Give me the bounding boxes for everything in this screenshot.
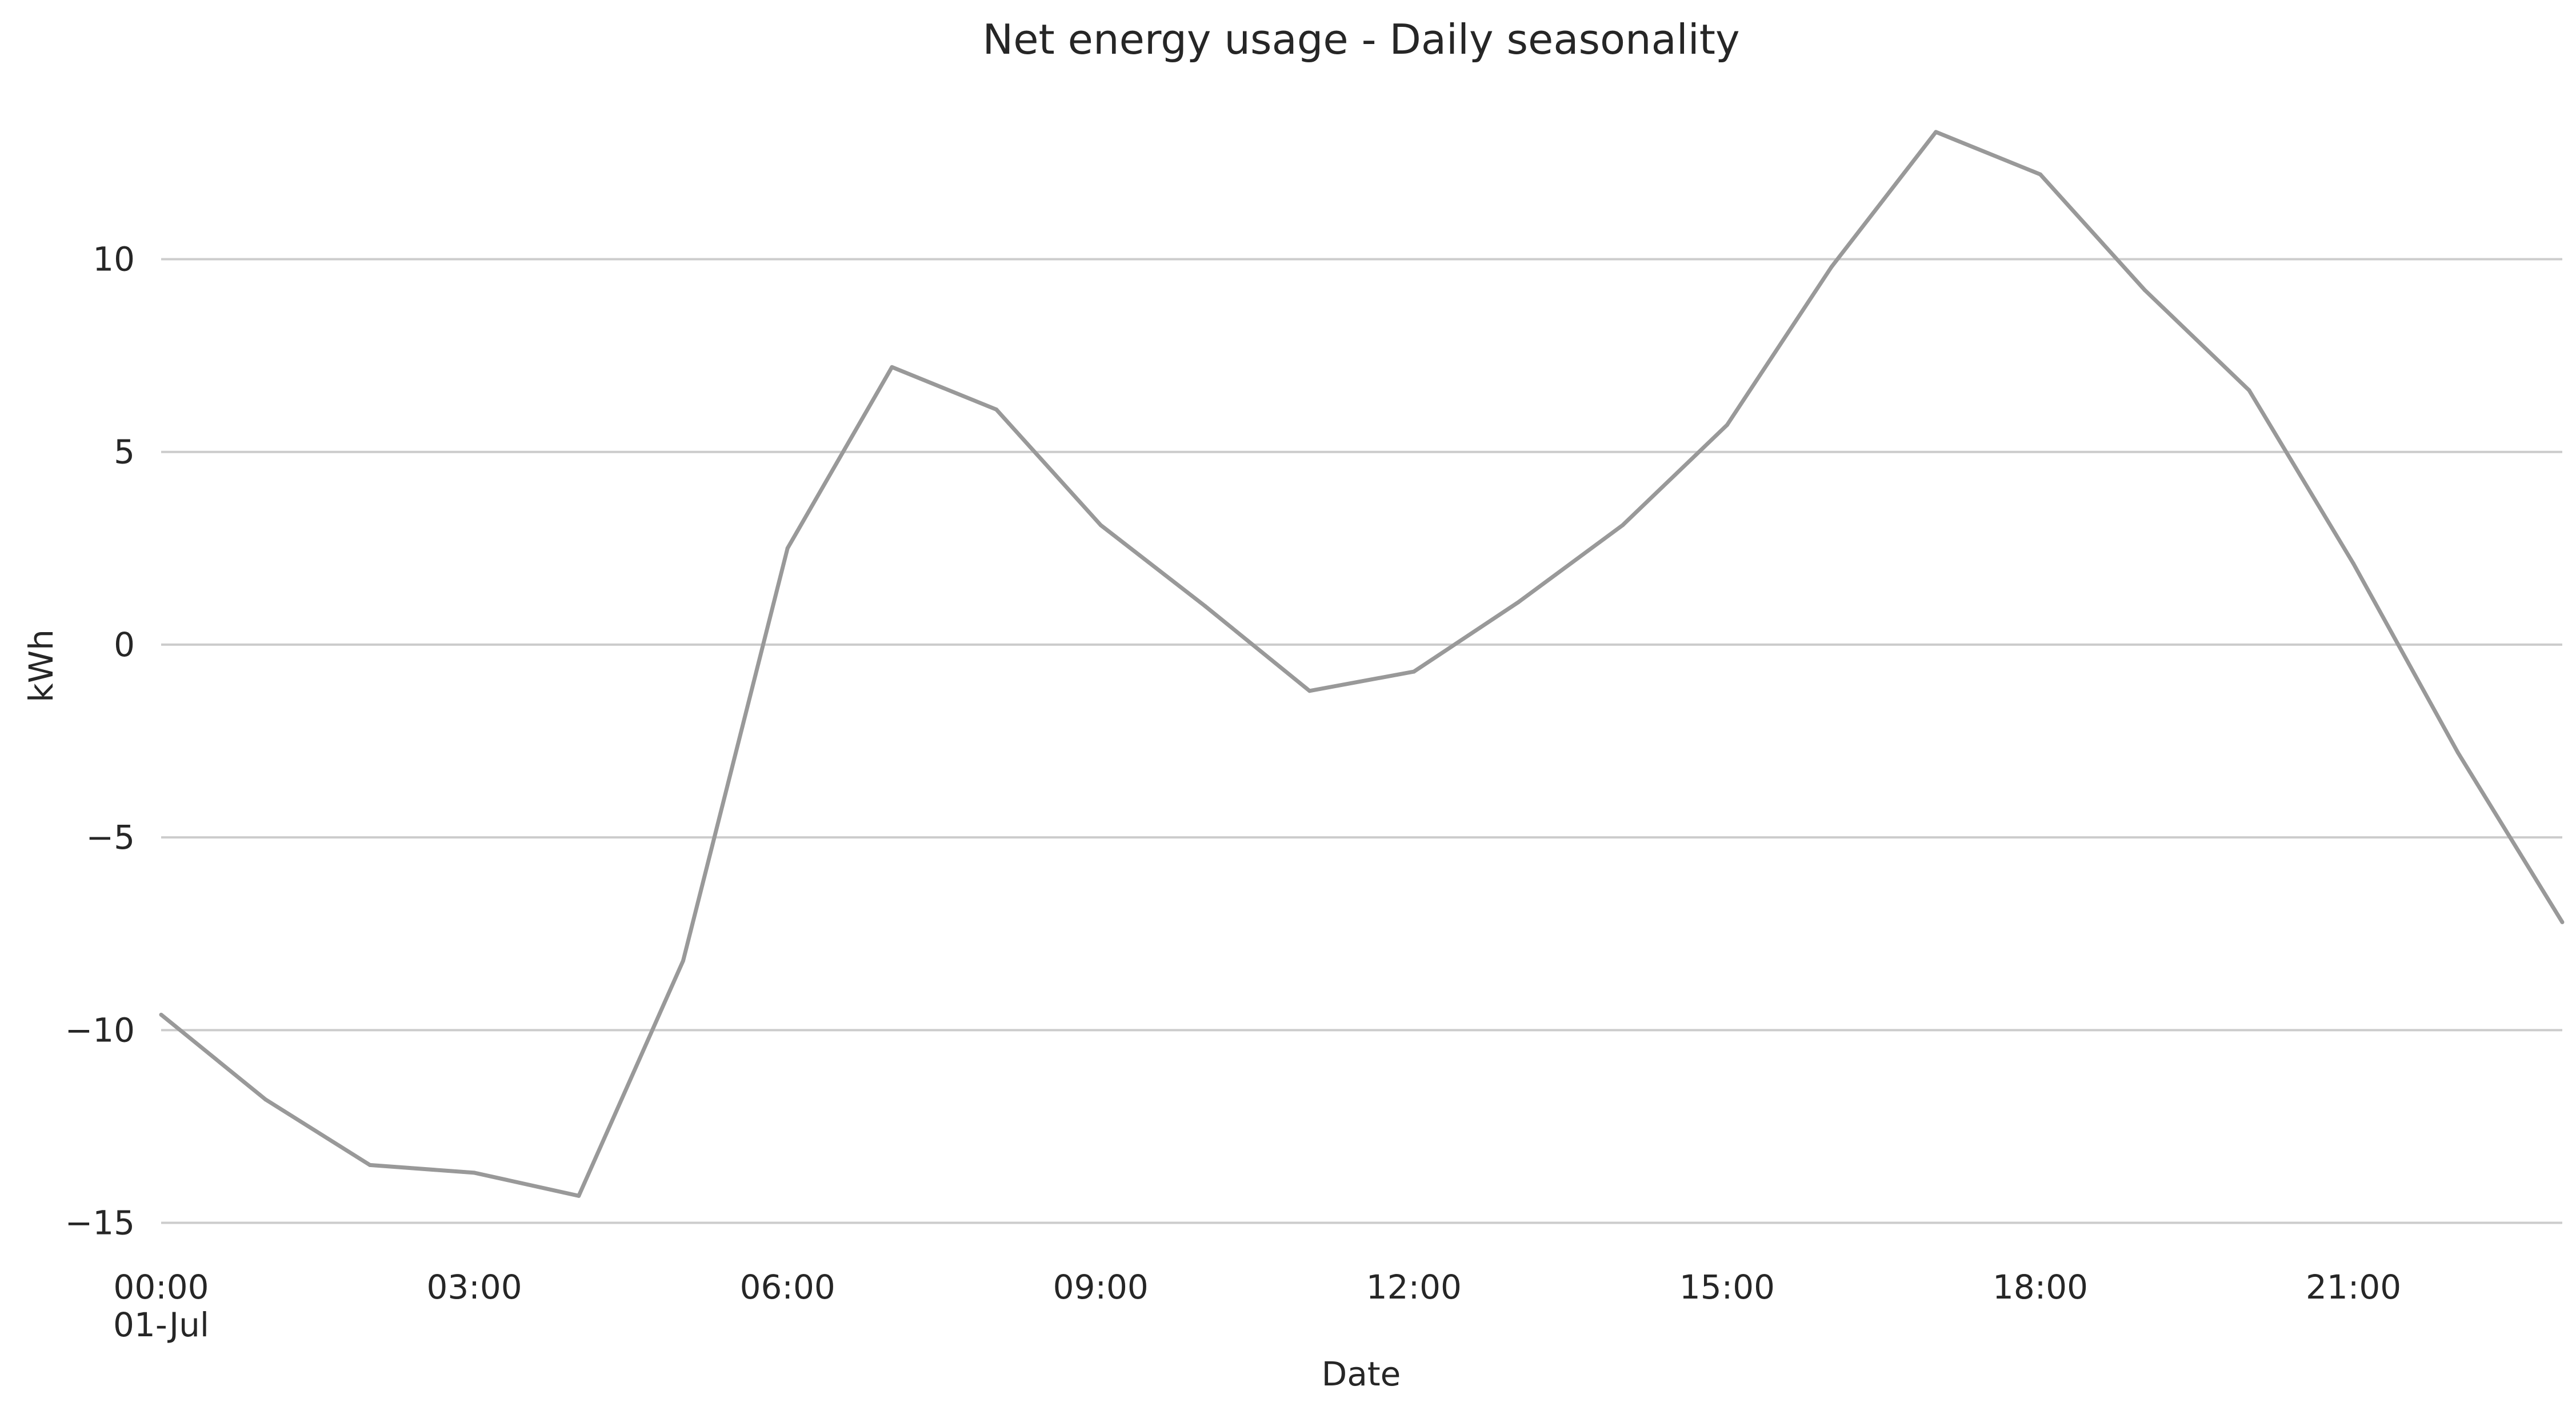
data-point (472, 1171, 477, 1175)
data-point (1934, 130, 1938, 134)
data-point (1307, 689, 1312, 693)
data-point (263, 1097, 268, 1102)
x-tick-label: 15:00 (1679, 1268, 1775, 1307)
x-tick-sublabel: 01-Jul (113, 1305, 209, 1344)
data-point (1411, 669, 1416, 674)
y-tick-label: −10 (65, 1010, 135, 1049)
x-tick-label: 03:00 (427, 1268, 522, 1307)
y-tick-label: 5 (114, 433, 135, 472)
x-axis-label: Date (1322, 1355, 1401, 1393)
data-point (1098, 523, 1103, 528)
data-point (1725, 422, 1729, 427)
y-tick-label: −15 (65, 1204, 135, 1243)
data-point (577, 1193, 581, 1198)
y-axis-label: kWh (22, 629, 61, 702)
data-point (2038, 172, 2043, 177)
data-point (1203, 604, 1207, 608)
data-point (2560, 920, 2565, 924)
x-tick-label: 06:00 (740, 1268, 835, 1307)
series-line (159, 130, 2564, 1198)
data-point (2351, 561, 2356, 566)
y-tick-label: 10 (93, 239, 135, 278)
data-point (1621, 523, 1625, 528)
x-tick-label: 00:00 (113, 1268, 209, 1307)
y-tick-label: −5 (86, 818, 135, 857)
data-point (2142, 287, 2147, 292)
x-tick-label: 12:00 (1366, 1268, 1462, 1307)
data-point (2247, 388, 2251, 393)
y-tick-label: 0 (114, 625, 135, 664)
x-tick-label: 09:00 (1053, 1268, 1149, 1307)
data-point (367, 1163, 372, 1167)
gridlines (161, 258, 2562, 1224)
data-point (785, 546, 790, 550)
data-point (1829, 265, 1834, 269)
data-point (994, 408, 999, 412)
x-tick-label: 21:00 (2306, 1268, 2401, 1307)
chart-title: Net energy usage - Daily seasonality (982, 15, 1739, 63)
series-layer (159, 130, 2565, 1198)
data-point (681, 958, 685, 963)
data-point (890, 365, 894, 369)
data-point (159, 1012, 163, 1017)
y-axis-ticks: −15 −10 −5 0 5 10 (65, 239, 135, 1242)
data-point (1516, 600, 1521, 605)
data-point (2455, 750, 2460, 755)
x-tick-label: 18:00 (1993, 1268, 2088, 1307)
